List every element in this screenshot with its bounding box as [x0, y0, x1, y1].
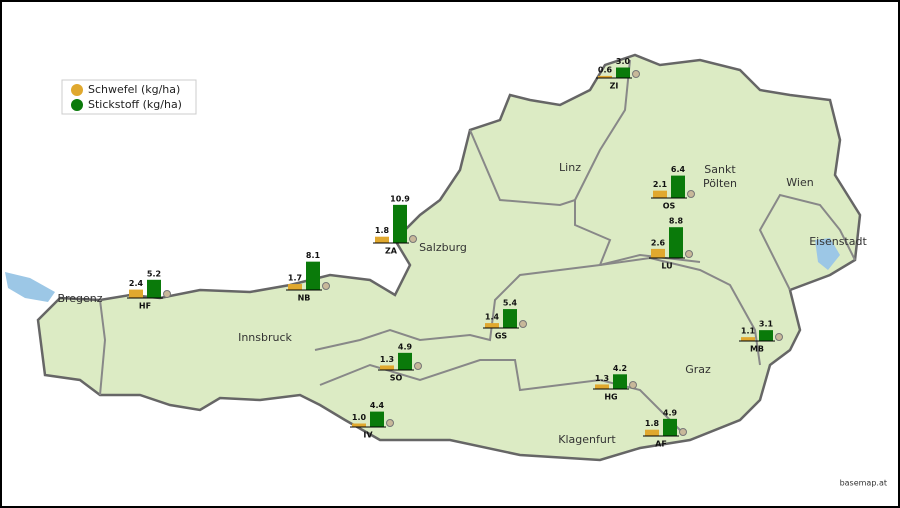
nitrogen-bar — [669, 227, 683, 258]
station-dot — [386, 419, 394, 427]
station-dot — [163, 290, 171, 298]
city-label: Klagenfurt — [558, 433, 616, 446]
nitrogen-bar — [398, 352, 412, 370]
nitrogen-bar — [306, 261, 320, 290]
station-dot — [414, 362, 422, 370]
city-label: Sankt — [704, 163, 736, 176]
sulfur-value: 0.6 — [598, 65, 613, 74]
station-dot — [685, 250, 693, 258]
city-label: Pölten — [703, 177, 737, 190]
sulfur-value: 1.0 — [352, 413, 367, 422]
lake-neusiedl — [815, 238, 840, 270]
lake-constance — [5, 272, 55, 302]
station-dot — [679, 428, 687, 436]
sulfur-value: 1.8 — [645, 419, 660, 428]
nitrogen-value: 8.1 — [306, 251, 321, 260]
nitrogen-value: 5.4 — [503, 299, 518, 308]
sulfur-value: 1.8 — [375, 226, 390, 235]
nitrogen-value: 6.4 — [671, 165, 686, 174]
sulfur-bar — [595, 384, 609, 389]
sulfur-bar — [741, 337, 755, 341]
city-label: Wien — [786, 176, 813, 189]
legend-label: Stickstoff (kg/ha) — [88, 98, 182, 111]
city-label: Linz — [559, 161, 581, 174]
sulfur-value: 2.4 — [129, 279, 144, 288]
sulfur-value: 1.7 — [288, 274, 302, 283]
station-dot — [409, 235, 417, 243]
station-label: GS — [495, 332, 508, 341]
legend-marker — [71, 99, 83, 111]
sulfur-bar — [352, 423, 366, 427]
city-label: Salzburg — [419, 241, 467, 254]
sulfur-bar — [653, 190, 667, 198]
legend-marker — [71, 84, 83, 96]
legend — [61, 79, 197, 115]
sulfur-bar — [288, 284, 302, 290]
sulfur-bar — [129, 289, 143, 298]
nitrogen-value: 4.9 — [663, 408, 678, 417]
sulfur-bar — [651, 248, 665, 258]
station-label: ZA — [385, 247, 398, 256]
nitrogen-bar — [671, 175, 685, 198]
nitrogen-bar — [393, 204, 407, 243]
city-label: Innsbruck — [238, 331, 292, 344]
station-label: AF — [655, 440, 667, 449]
city-label: Eisenstadt — [809, 235, 867, 248]
sulfur-value: 1.1 — [741, 327, 756, 336]
nitrogen-bar — [503, 309, 517, 328]
station-dot — [519, 320, 527, 328]
station-label: ZI — [610, 82, 619, 91]
station-label: SO — [390, 374, 403, 383]
station-label: HG — [604, 393, 617, 402]
station-label: OS — [663, 202, 676, 211]
nitrogen-value: 3.1 — [759, 320, 774, 329]
sulfur-value: 1.3 — [380, 355, 394, 364]
nitrogen-value: 3.0 — [616, 57, 631, 66]
city-label: Graz — [685, 363, 711, 376]
sulfur-value: 1.3 — [595, 374, 609, 383]
nitrogen-value: 4.4 — [370, 401, 385, 410]
nitrogen-value: 8.8 — [669, 217, 684, 226]
nitrogen-bar — [147, 279, 161, 298]
station-label: NB — [298, 294, 311, 303]
sulfur-value: 1.4 — [485, 313, 500, 322]
nitrogen-value: 10.9 — [390, 194, 410, 203]
station-dot — [322, 282, 330, 290]
station-dot — [629, 381, 637, 389]
sulfur-bar — [485, 323, 499, 328]
sulfur-value: 2.1 — [653, 180, 668, 189]
station-dot — [775, 333, 783, 341]
station-label: LU — [661, 262, 672, 271]
sulfur-bar — [375, 236, 389, 243]
sulfur-bar — [645, 429, 659, 436]
sulfur-value: 2.6 — [651, 238, 666, 247]
station-dot — [687, 190, 695, 198]
sulfur-bar — [598, 75, 612, 78]
nitrogen-bar — [616, 67, 630, 78]
station-label: HF — [139, 302, 151, 311]
nitrogen-value: 5.2 — [147, 269, 161, 278]
city-label: Bregenz — [57, 292, 102, 305]
station-label: MB — [750, 345, 764, 354]
station-label: IV — [363, 431, 373, 440]
sulfur-bar — [380, 365, 394, 370]
station-dot — [632, 70, 640, 78]
austria-outline — [36, 53, 862, 462]
nitrogen-value: 4.9 — [398, 342, 413, 351]
legend-label: Schwefel (kg/ha) — [88, 83, 180, 96]
attribution: basemap.at — [840, 479, 887, 488]
nitrogen-value: 4.2 — [613, 364, 627, 373]
nitrogen-bar — [663, 418, 677, 436]
nitrogen-bar — [613, 374, 627, 389]
nitrogen-bar — [370, 411, 384, 427]
nitrogen-bar — [759, 330, 773, 341]
